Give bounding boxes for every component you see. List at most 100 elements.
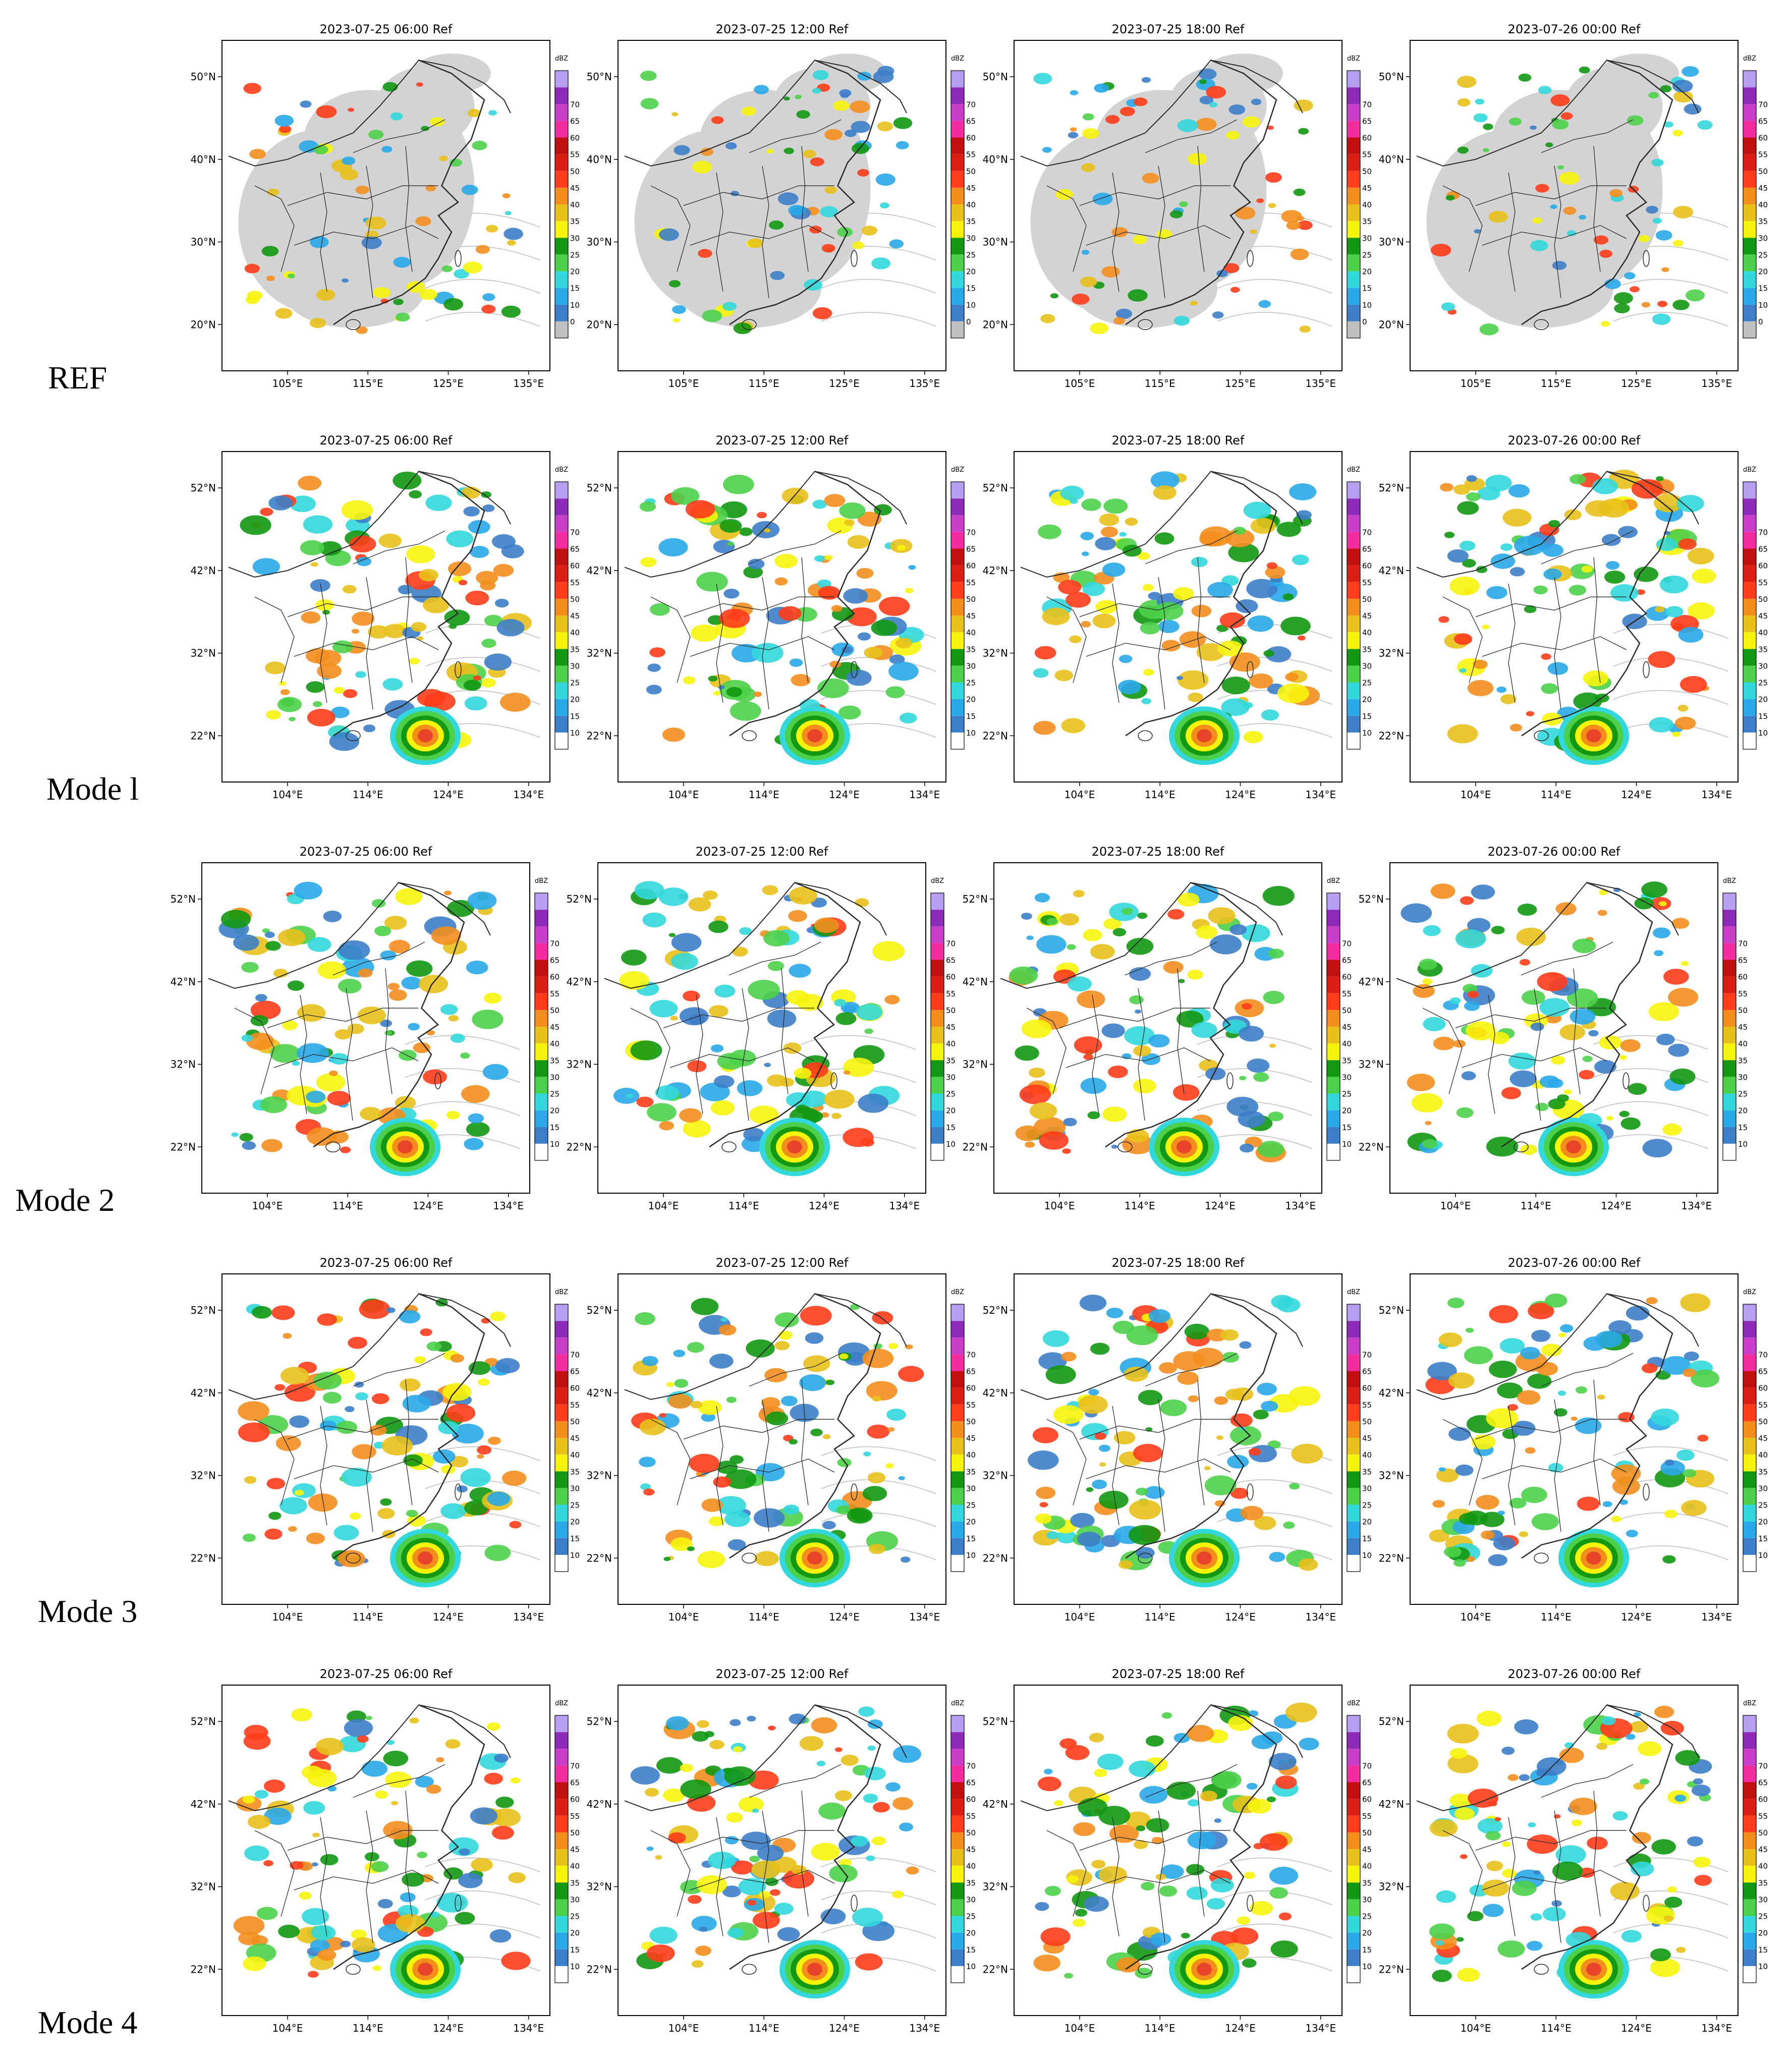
colorbar-swatch	[535, 960, 548, 977]
map-panel: 2023-07-26 00:00 Ref52°N42°N32°N22°N104°…	[1379, 1667, 1768, 2034]
echo-cell	[1247, 1058, 1270, 1073]
echo-cell	[401, 976, 422, 990]
panel-title: 2023-07-25 12:00 Ref	[716, 22, 849, 36]
colorbar-swatch	[951, 1304, 964, 1321]
echo-cell	[799, 1736, 823, 1751]
echo-cell	[1571, 1819, 1582, 1826]
lon-tick-label: 134°E	[1305, 789, 1336, 801]
echo-cell	[1668, 987, 1699, 1007]
echo-cell	[487, 1436, 501, 1445]
colorbar-swatch	[951, 1966, 964, 1983]
colorbar-swatch	[1743, 532, 1756, 549]
echo-cell	[491, 1826, 514, 1840]
echo-cell	[1087, 1111, 1100, 1120]
echo-cell	[1675, 1750, 1700, 1766]
echo-cell	[719, 608, 750, 628]
echo-cell	[1559, 1024, 1586, 1040]
colorbar-tick-label: 20	[570, 695, 580, 704]
echo-cell	[1269, 1552, 1285, 1562]
colorbar-swatch	[555, 1337, 568, 1355]
echo-cell	[708, 1005, 729, 1018]
bathymetry-line	[1613, 690, 1728, 705]
echo-cell	[783, 96, 790, 101]
colorbar-swatch	[535, 976, 548, 993]
echo-cell	[1177, 676, 1183, 680]
colorbar-swatch	[555, 632, 568, 649]
echo-cell	[1676, 1946, 1686, 1953]
bathymetry-line	[425, 278, 540, 294]
echo-cell	[1653, 927, 1670, 938]
colorbar-swatch	[1347, 665, 1360, 683]
echo-cell	[1045, 1365, 1076, 1384]
echo-cell	[345, 1406, 355, 1412]
echo-cell	[1473, 113, 1488, 123]
echo-cell	[1535, 184, 1549, 193]
echo-cell	[1548, 1078, 1563, 1088]
echo-cell	[1073, 1919, 1086, 1927]
map-panel: 2023-07-25 18:00 Ref50°N40°N30°N20°N105°…	[983, 22, 1372, 389]
colorbar-tick-label: 40	[1758, 200, 1768, 209]
echo-cell	[263, 1779, 285, 1793]
echo-cell	[1148, 1309, 1170, 1323]
echo-cell	[1106, 1307, 1124, 1318]
colorbar-tick-label: 55	[1362, 150, 1372, 159]
lon-tick-label: 124°E	[1225, 2022, 1256, 2034]
lat-tick-label: 52°N	[983, 1715, 1008, 1727]
colorbar-tick-label: 40	[1362, 1450, 1372, 1460]
colorbar-tick-label: 40	[1738, 1039, 1748, 1048]
echo-cell	[1291, 1443, 1323, 1464]
echo-cell	[864, 1028, 873, 1034]
echo-cell	[418, 975, 449, 993]
colorbar-tick-label: 30	[570, 234, 580, 243]
echo-cell	[1111, 1144, 1118, 1149]
echo-cell	[1067, 944, 1076, 950]
echo-cell	[1684, 103, 1702, 115]
echo-cell	[1223, 263, 1240, 273]
echo-cell	[509, 1521, 522, 1529]
lon-tick-label: 124°E	[1205, 1200, 1236, 1212]
colorbar-swatch	[1347, 87, 1360, 104]
echo-cell	[774, 1341, 790, 1351]
colorbar-unit: dBZ	[1743, 55, 1756, 63]
province-border	[1059, 1008, 1210, 1029]
echo-cell	[406, 960, 433, 977]
echo-cell	[374, 926, 391, 936]
echo-cell	[1206, 1898, 1225, 1910]
echo-cell	[1597, 910, 1607, 916]
echo-cell	[450, 1354, 464, 1363]
echo-cell	[288, 1526, 297, 1532]
echo-cell	[1456, 1107, 1474, 1118]
colorbar-swatch	[931, 910, 944, 927]
colorbar-swatch	[1347, 1916, 1360, 1933]
lat-tick-label: 32°N	[567, 1058, 592, 1071]
lat-tick-label: 22°N	[983, 1963, 1008, 1975]
echo-cell	[1178, 979, 1185, 983]
echo-cell	[261, 1139, 283, 1152]
echo-cell	[1599, 250, 1612, 258]
echo-cell	[1021, 1019, 1052, 1038]
echo-cell	[395, 1914, 425, 1933]
echo-cell	[1039, 1502, 1048, 1507]
echo-cell	[1237, 1916, 1250, 1925]
province-border	[1593, 1791, 1601, 1917]
echo-cell	[502, 1470, 527, 1486]
province-border	[742, 988, 749, 1121]
echo-cell	[1634, 567, 1659, 582]
colorbar-tick-label: 50	[966, 167, 976, 176]
echo-cell	[1261, 1401, 1278, 1412]
echo-cell	[803, 1355, 830, 1372]
colorbar-swatch	[1743, 482, 1756, 499]
echo-cell	[495, 1358, 520, 1373]
echo-cell	[313, 1371, 342, 1390]
lat-tick-label: 30°N	[587, 236, 612, 248]
echo-cell	[1299, 1738, 1319, 1751]
lon-tick-label: 124°E	[829, 2022, 860, 2034]
lat-tick-label: 40°N	[1379, 153, 1404, 165]
colorbar-tick-label: 70	[1362, 1761, 1372, 1770]
echo-cell	[699, 1926, 708, 1932]
echo-cell	[1135, 1968, 1152, 1979]
echo-cell	[630, 1040, 662, 1060]
colorbar-swatch	[1743, 1421, 1756, 1438]
echo-cell	[1501, 1841, 1511, 1847]
lon-tick-label: 114°E	[1541, 1611, 1572, 1623]
